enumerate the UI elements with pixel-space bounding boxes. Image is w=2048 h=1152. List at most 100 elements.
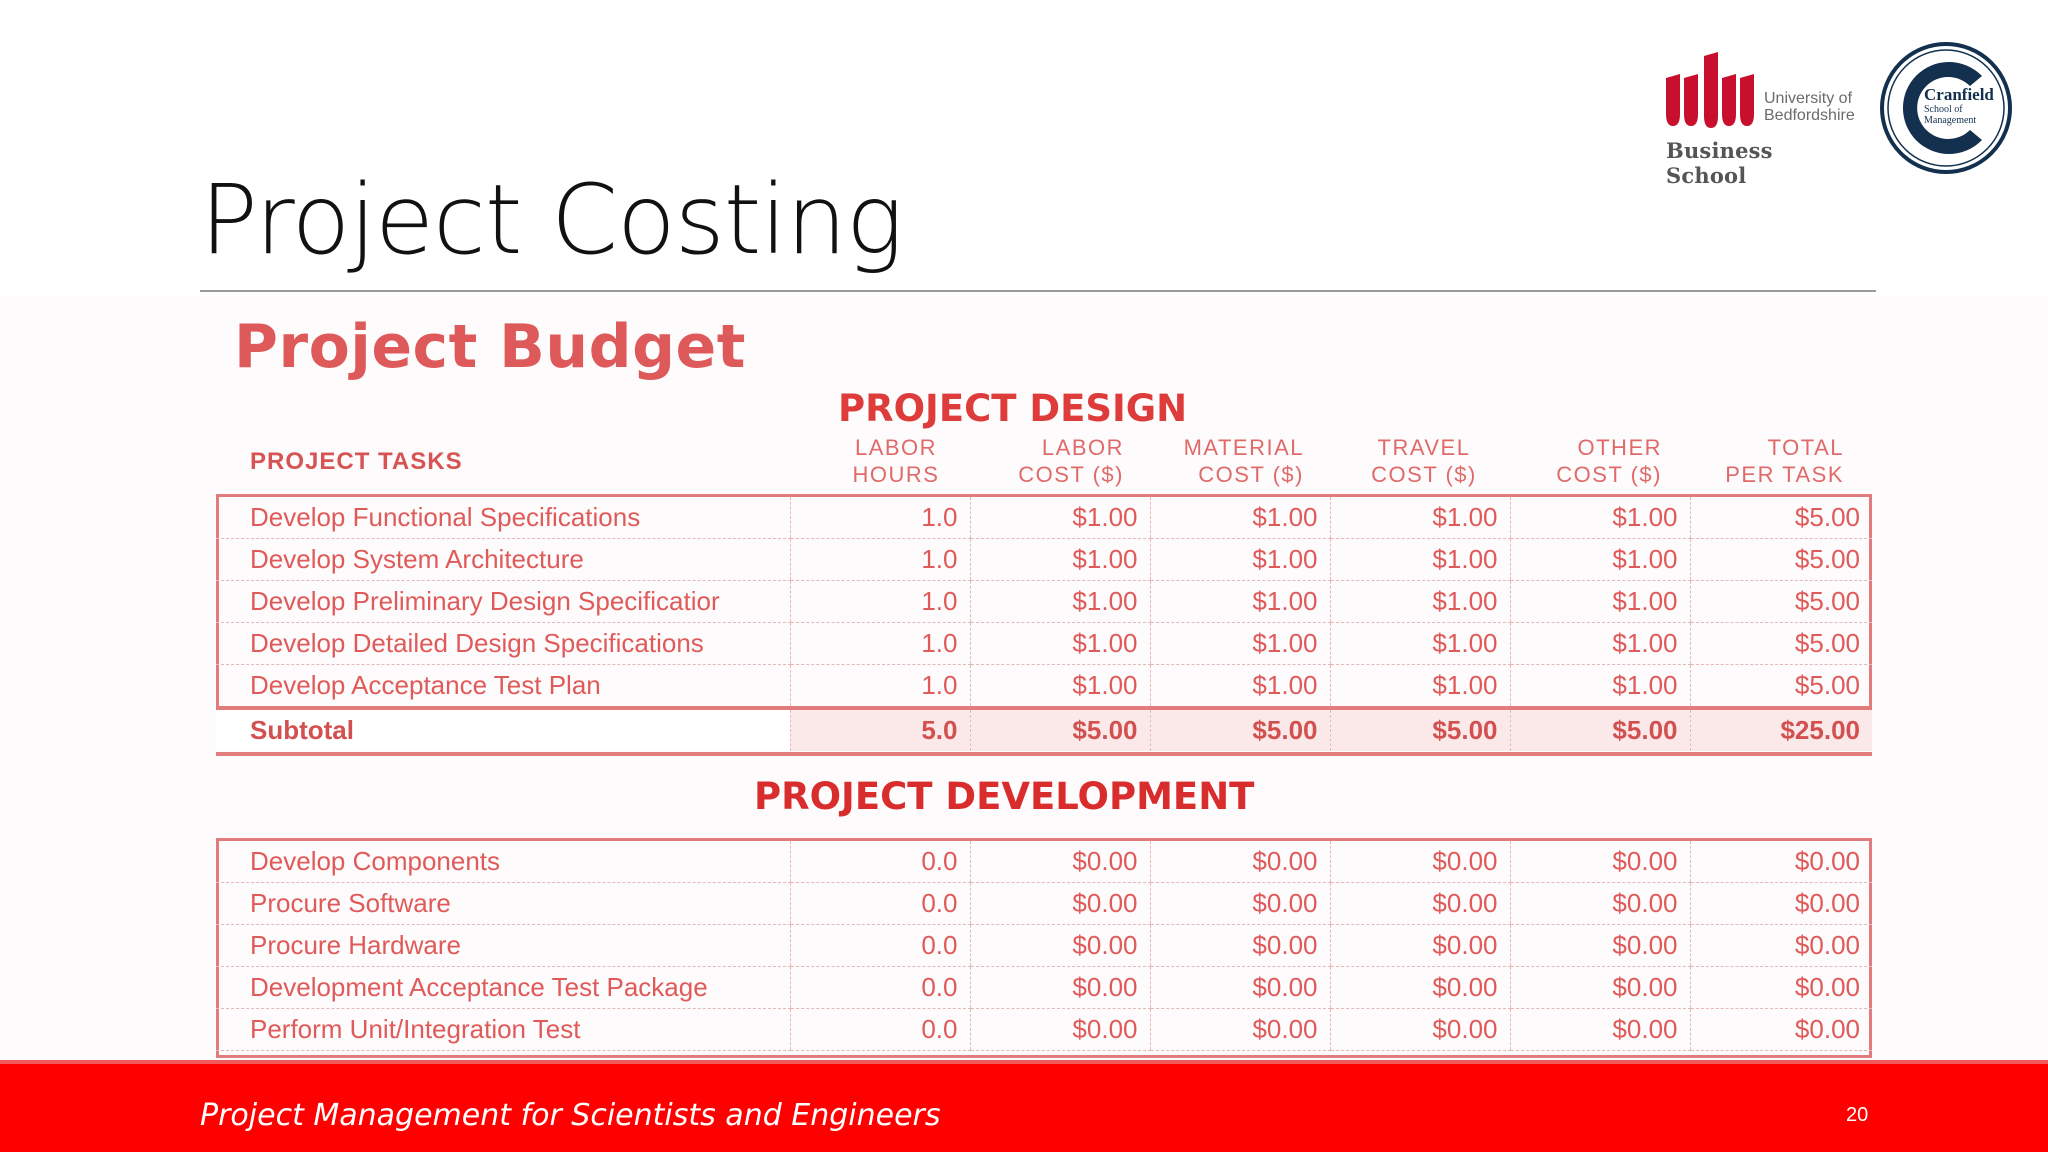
subtotal-row: Subtotal 5.0 $5.00 $5.00 $5.00 $5.00 $25.00 (216, 710, 1872, 751)
value-cell: $0.00 (1689, 841, 1872, 883)
value-cell: $0.00 (1329, 882, 1510, 925)
value-cell: 1.0 (789, 664, 970, 707)
value-cell: $0.00 (1509, 882, 1690, 925)
page-number: 20 (1846, 1104, 1869, 1126)
value-cell: $1.00 (969, 538, 1150, 581)
value-cell: $5.00 (1329, 710, 1510, 751)
value-cell: $0.00 (1509, 1008, 1690, 1051)
cranfield-line2: Management (1924, 115, 1977, 126)
value-cell: $0.00 (1329, 841, 1510, 883)
value-cell: $0.00 (1689, 924, 1872, 967)
task-name-cell: Develop Acceptance Test Plan (216, 664, 790, 707)
value-cell: $0.00 (969, 1008, 1150, 1051)
table-row: Perform Unit/Integration Test 0.0 $0.00 $0.… (216, 1008, 1872, 1051)
value-cell: $0.00 (1509, 924, 1690, 967)
value-cell: $1.00 (1509, 664, 1690, 707)
development-table: Develop Components 0.0 $0.00 $0.00 $0.00 $0.0… (216, 841, 1872, 1051)
business-school-label: Business School (1666, 138, 1773, 188)
cranfield-c-icon (1880, 42, 2012, 174)
value-cell: 5.0 (789, 710, 970, 751)
bedfordshire-mark-icon (1666, 52, 1754, 128)
value-cell: $5.00 (1689, 664, 1872, 707)
task-name-cell: Develop Components (216, 841, 790, 883)
task-name-cell: Perform Unit/Integration Test (216, 1008, 790, 1051)
value-cell: $1.00 (1509, 580, 1690, 623)
value-cell: $1.00 (1509, 538, 1690, 581)
value-cell: $5.00 (1509, 710, 1690, 751)
value-cell: $0.00 (1149, 1008, 1330, 1051)
header-line: COST ($) (1018, 462, 1124, 487)
task-name-cell: Develop Functional Specifications (216, 497, 790, 539)
value-cell: 1.0 (789, 538, 970, 581)
subtotal-bottom-rule (216, 752, 1872, 756)
header-line: PER TASK (1725, 462, 1844, 487)
header-labor-cost: LABOR COST ($) (1004, 434, 1124, 488)
header-other-cost: OTHER COST ($) (1542, 434, 1662, 488)
value-cell: $1.00 (1149, 580, 1330, 623)
value-cell: $1.00 (969, 580, 1150, 623)
header-line: COST ($) (1371, 462, 1477, 487)
value-cell: 1.0 (789, 622, 970, 665)
value-cell: $0.00 (969, 966, 1150, 1009)
header-line: MATERIAL (1183, 435, 1304, 460)
header-total-per-task: TOTAL PER TASK (1700, 434, 1844, 488)
task-name-cell: Procure Hardware (216, 924, 790, 967)
value-cell: $5.00 (1689, 497, 1872, 539)
page-title: Project Costing (200, 164, 904, 276)
value-cell: 1.0 (789, 580, 970, 623)
value-cell: $0.00 (1149, 966, 1330, 1009)
header-line: COST ($) (1198, 462, 1304, 487)
value-cell: $1.00 (969, 664, 1150, 707)
table-row: Develop System Architecture 1.0 $1.00 $1.00… (216, 538, 1872, 581)
value-cell: $0.00 (1329, 924, 1510, 967)
subtotal-table: Subtotal 5.0 $5.00 $5.00 $5.00 $5.00 $25.00 (216, 710, 1872, 751)
task-name-cell: Procure Software (216, 882, 790, 925)
value-cell: $1.00 (969, 622, 1150, 665)
university-of-bedfordshire-logo: University of Bedfordshire Business Scho… (1660, 48, 1860, 188)
table-row: Development Acceptance Test Package 0.0 $0… (216, 966, 1872, 1009)
ub-line1: University of (1764, 90, 1853, 107)
design-table: Develop Functional Specifications 1.0 $1.0… (216, 497, 1872, 707)
table-row: Procure Hardware 0.0 $0.00 $0.00 $0.00 $0.00 $… (216, 924, 1872, 967)
header-labor-hours: LABOR HOURS (846, 434, 946, 488)
value-cell: $0.00 (1149, 882, 1330, 925)
title-divider (200, 290, 1876, 292)
value-cell: $0.00 (1689, 882, 1872, 925)
value-cell: $5.00 (1689, 538, 1872, 581)
value-cell: $25.00 (1689, 710, 1872, 751)
table-row: Develop Preliminary Design Specificatior… (216, 580, 1872, 623)
value-cell: $0.00 (1509, 841, 1690, 883)
subtotal-top-rule (216, 706, 1872, 710)
value-cell: $0.00 (969, 841, 1150, 883)
header-travel-cost: TRAVEL COST ($) (1364, 434, 1484, 488)
value-cell: $0.00 (969, 924, 1150, 967)
cranfield-line1: School of (1924, 104, 1963, 115)
header-line: COST ($) (1556, 462, 1662, 487)
design-section-heading: PROJECT DESIGN (838, 387, 1188, 430)
table-row: Develop Detailed Design Specifications 1.… (216, 622, 1872, 665)
value-cell: $5.00 (969, 710, 1150, 751)
value-cell: $5.00 (1689, 580, 1872, 623)
value-cell: $1.00 (1149, 664, 1330, 707)
header-material-cost: MATERIAL COST ($) (1164, 434, 1304, 488)
task-name-cell: Development Acceptance Test Package (216, 966, 790, 1009)
cranfield-name: Cranfield (1924, 85, 1994, 104)
value-cell: 1.0 (789, 497, 970, 539)
header-line: LABOR (854, 435, 938, 460)
header-line: TRAVEL (1377, 435, 1471, 460)
ub-line2: Bedfordshire (1764, 107, 1855, 124)
value-cell: $0.00 (1689, 966, 1872, 1009)
value-cell: $1.00 (1329, 664, 1510, 707)
budget-heading: Project Budget (234, 312, 746, 382)
task-name-cell: Develop System Architecture (216, 538, 790, 581)
value-cell: $1.00 (1509, 497, 1690, 539)
value-cell: 0.0 (789, 882, 970, 925)
value-cell: $0.00 (969, 882, 1150, 925)
value-cell: $5.00 (1149, 710, 1330, 751)
value-cell: 0.0 (789, 841, 970, 883)
value-cell: $1.00 (1149, 622, 1330, 665)
value-cell: $5.00 (1689, 622, 1872, 665)
value-cell: $1.00 (1329, 580, 1510, 623)
value-cell: $0.00 (1689, 1008, 1872, 1051)
task-name-cell: Develop Preliminary Design Specificatior (216, 580, 790, 623)
